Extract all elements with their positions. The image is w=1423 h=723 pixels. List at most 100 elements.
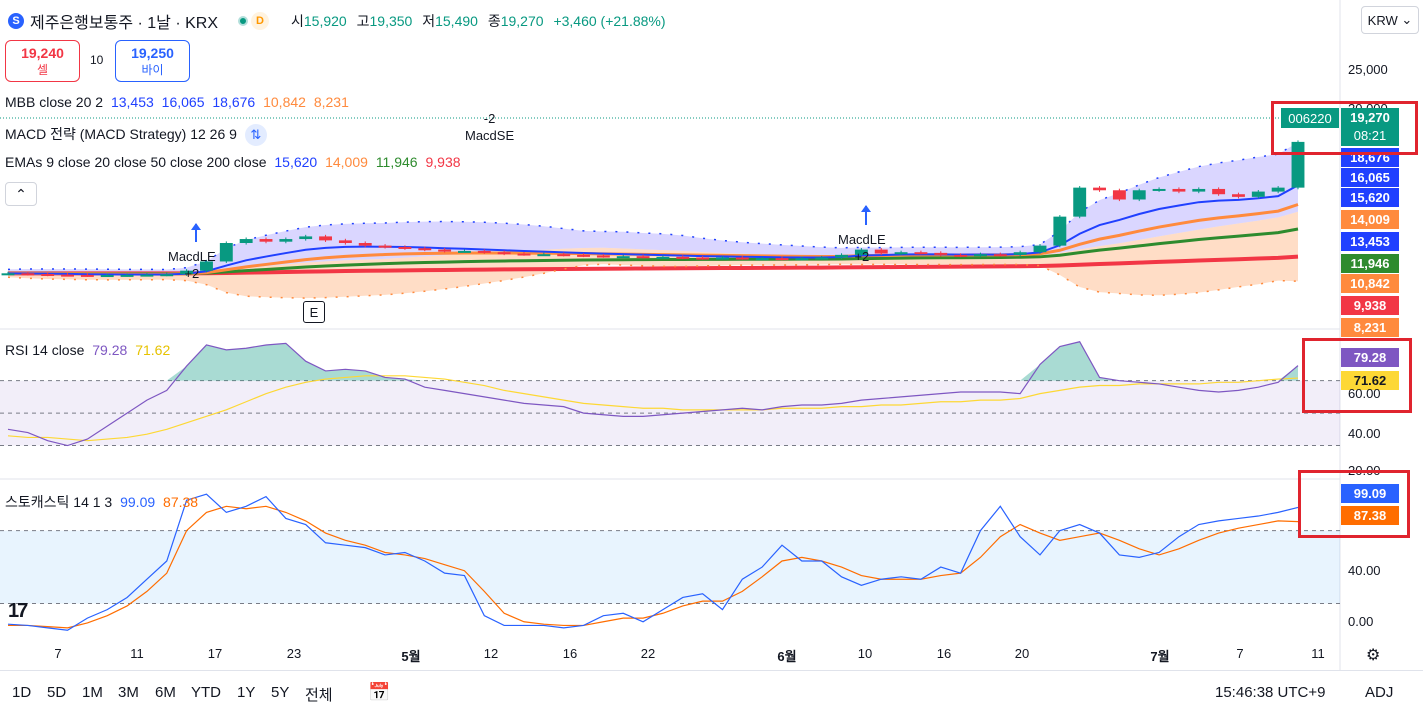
candle-body (517, 253, 531, 256)
rsi-overbought-fill (8, 341, 1298, 381)
timeframe-button-7[interactable]: 5Y (271, 684, 290, 701)
timeframe-button-4[interactable]: 6M (155, 684, 176, 701)
emas-label: EMAs 9 close 20 close 50 close 200 close (5, 154, 267, 170)
emas-legend[interactable]: EMAs 9 close 20 close 50 close 200 close… (5, 154, 465, 170)
time-axis-label: 7월 (1150, 649, 1170, 664)
time-axis-label: 6월 (777, 649, 797, 664)
time-axis-label: 7 (54, 646, 62, 661)
price-axis-label-1: 16,065 (1341, 168, 1399, 187)
buy-label: 바이 (141, 62, 164, 77)
timeframe-button-6[interactable]: 1Y (237, 684, 256, 701)
candle-body (80, 274, 94, 277)
stoch-legend[interactable]: 스토캐스틱 14 1 3 99.09 87.38 (5, 492, 202, 512)
stoch-k-tag: 99.09 (1341, 484, 1399, 503)
close-value: 19,270 (500, 13, 544, 29)
timeframe-button-2[interactable]: 1M (82, 684, 103, 701)
candle-body (1, 273, 15, 276)
rsi-legend[interactable]: RSI 14 close 79.28 71.62 (5, 342, 174, 358)
candle-body (1232, 194, 1245, 197)
signal-qty: -2 (483, 111, 496, 126)
timeframe-button-0[interactable]: 1D (12, 684, 32, 701)
timeframe-button-5[interactable]: YTD (191, 684, 221, 701)
stoch-tick-0: 0.00 (1348, 614, 1374, 629)
candle-body (477, 250, 491, 253)
mbb-value-2: 16,065 (161, 94, 205, 110)
macd-label: MACD 전략 (MACD Strategy) 12 26 9 (5, 126, 237, 142)
candle-body (180, 270, 194, 275)
candle-body (1132, 190, 1146, 200)
candle-body (398, 246, 412, 249)
candle-body (854, 249, 868, 255)
candle-body (656, 256, 670, 259)
delay-badge[interactable]: D (251, 12, 269, 30)
time-axis-label: 5월 (401, 649, 421, 664)
collapse-legend-button[interactable]: ⌃ (5, 182, 37, 206)
timeframe-button-3[interactable]: 3M (118, 684, 139, 701)
ema50-value: 11,946 (375, 154, 418, 170)
buy-button[interactable]: 19,250 바이 (115, 40, 190, 82)
spread-value: 10 (90, 53, 104, 67)
adj-button[interactable]: ADJ (1365, 684, 1394, 701)
candle-body (120, 274, 134, 277)
candle-body (696, 257, 710, 260)
signal-macd-le-1[interactable]: MacdLE +2 (168, 248, 216, 282)
clock[interactable]: 15:46:38 UTC+9 (1215, 684, 1326, 701)
time-axis-label: 20 (1014, 646, 1030, 661)
symbol-title[interactable]: 제주은행보통주 · 1날 · KRX (30, 15, 218, 32)
currency-button[interactable]: KRW ⌄ (1361, 6, 1419, 34)
candle-body (1073, 187, 1087, 217)
status-badges: D (238, 12, 269, 30)
candle-body (616, 256, 630, 259)
candle-body (716, 257, 729, 260)
rsi-label: RSI 14 close (5, 342, 85, 358)
candle-body (200, 261, 213, 271)
highlight-box-rsi (1302, 338, 1412, 413)
date-range-calendar-icon[interactable]: 📅 (368, 682, 391, 702)
candle-body (378, 245, 392, 248)
time-axis-label: 17 (207, 646, 223, 661)
currency-label: KRW (1367, 12, 1398, 28)
candle-body (775, 258, 789, 261)
price-axis-label-4: 13,453 (1341, 232, 1399, 251)
mbb-legend[interactable]: MBB close 20 2 13,453 16,065 18,676 10,8… (5, 94, 353, 110)
low-value: 15,490 (435, 13, 478, 29)
price-tick-25000: 25,000 (1348, 62, 1388, 77)
signal-macd-le-2[interactable]: MacdLE +2 (838, 231, 886, 265)
market-open-dot-icon[interactable] (238, 16, 248, 26)
signal-label: MacdSE (465, 128, 515, 143)
timeframe-button-1[interactable]: 5D (47, 684, 67, 701)
time-axis-label: 7 (1236, 646, 1244, 661)
price-axis-label-3: 14,009 (1341, 210, 1399, 229)
symbol-price-tag: 006220 (1281, 108, 1339, 128)
candle-body (954, 254, 968, 257)
signal-macd-se[interactable]: -2 MacdSE (465, 110, 514, 144)
current-price: 19,270 (1350, 110, 1390, 125)
price-axis-label-6: 10,842 (1341, 274, 1399, 293)
tradingview-logo-icon[interactable]: 17 (8, 600, 28, 622)
rsi-line (7, 341, 1299, 447)
bar-countdown: 08:21 (1353, 128, 1387, 143)
candle-body (1152, 188, 1166, 191)
earnings-badge[interactable]: E (303, 301, 325, 323)
open-key: 시 (291, 13, 304, 29)
rsi-value: 79.28 (92, 342, 128, 358)
stoch-band-fill (0, 530, 1340, 604)
mbb-label: MBB close 20 2 (5, 94, 104, 110)
company-logo-icon: S (8, 13, 24, 29)
candle-body (21, 273, 35, 276)
mbb-value-5: 8,231 (313, 94, 349, 110)
time-axis-label: 23 (286, 646, 302, 661)
highlight-box-stoch (1298, 470, 1410, 538)
candle-body (974, 254, 987, 257)
candle-body (338, 240, 352, 243)
candle-body (1212, 188, 1226, 195)
macd-legend[interactable]: MACD 전략 (MACD Strategy) 12 26 9 ⇅ (5, 124, 271, 146)
signal-label: MacdLE (168, 249, 216, 264)
candle-body (497, 252, 511, 255)
mbb-value-1: 13,453 (110, 94, 154, 110)
settings-gear-icon[interactable]: ⚙ (1366, 647, 1381, 664)
strategy-report-icon[interactable]: ⇅ (244, 124, 267, 146)
timeframe-button-8[interactable]: 전체 (305, 687, 333, 704)
sell-button[interactable]: 19,240 셀 (5, 40, 80, 82)
